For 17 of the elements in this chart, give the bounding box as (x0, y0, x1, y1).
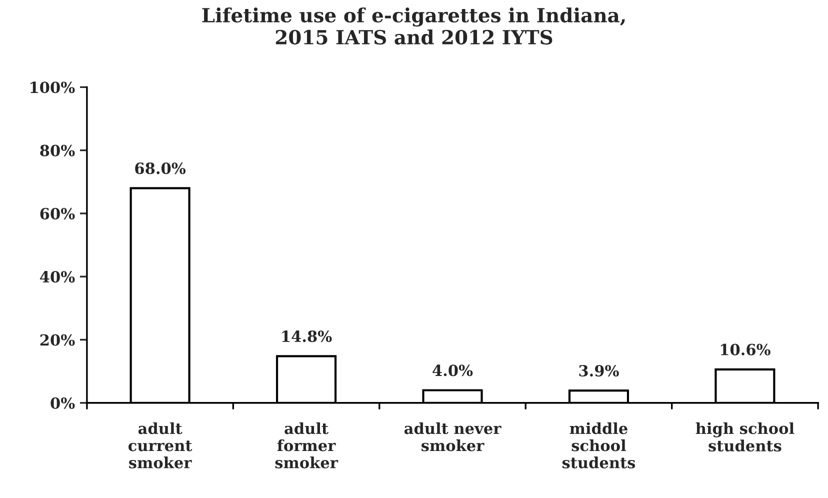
data-label: 3.9% (579, 364, 619, 376)
y-tick-label: 0% (50, 397, 75, 409)
y-tick-label: 40% (40, 271, 75, 283)
chart-title: Lifetime use of e-cigarettes in Indiana, 2015 IATS and 2012 IYTS (202, 7, 625, 45)
y-tick-label: 20% (40, 334, 75, 346)
x-tick-label: adult current smoker (128, 422, 192, 468)
data-label: 68.0% (135, 162, 186, 174)
data-label: 4.0% (432, 364, 473, 376)
x-tick-label: adult never smoker (404, 422, 502, 452)
y-tick-label: 80% (40, 144, 75, 156)
x-tick-label: adult former smoker (275, 422, 338, 468)
y-tick-label: 60% (40, 208, 75, 220)
data-label: 14.8% (282, 330, 332, 342)
x-tick-label: high school students (696, 422, 794, 452)
x-tick-label: middle school students (562, 422, 636, 468)
data-label: 10.6% (720, 344, 770, 356)
y-tick-label: 100% (30, 82, 75, 94)
